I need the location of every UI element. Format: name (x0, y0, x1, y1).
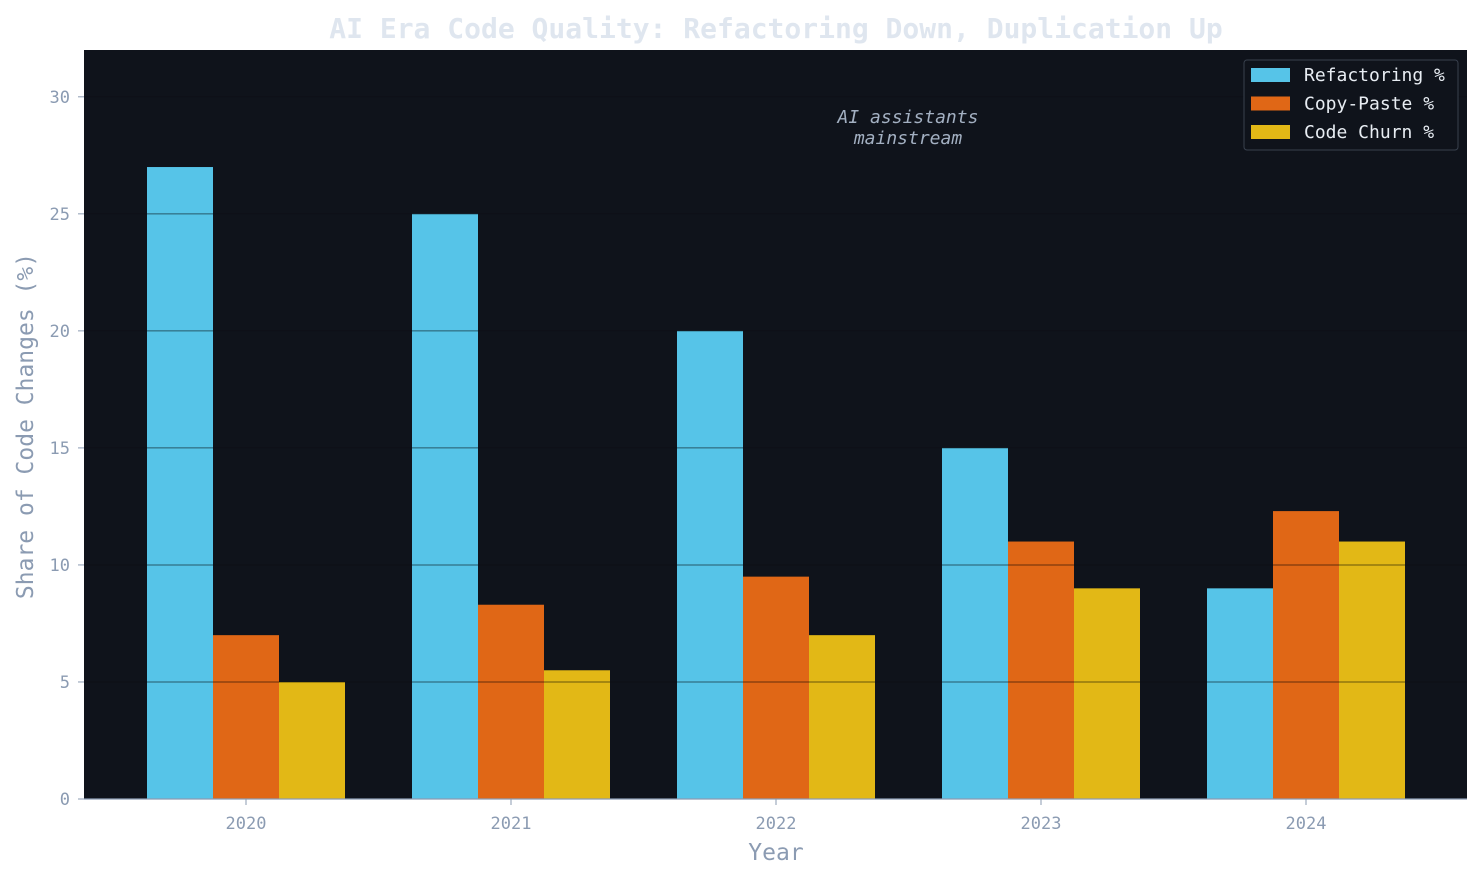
bar-2024-copy-paste (1273, 511, 1339, 799)
bar-2024-code (1339, 541, 1405, 799)
bar-2022-copy-paste (743, 576, 809, 799)
y-tick-label: 0 (60, 790, 70, 810)
annotation: AI assistants mainstream (837, 107, 979, 149)
y-tick-label: 20 (50, 322, 70, 342)
x-axis-label: Year (748, 840, 803, 866)
gridlines-overlay (84, 96, 1467, 683)
bars (147, 167, 1405, 799)
legend-label: Copy-Paste % (1304, 94, 1434, 115)
legend: Refactoring % Copy-Paste % Code Churn % (1243, 59, 1459, 151)
legend-box (1243, 59, 1459, 151)
x-tick-label: 2020 (226, 814, 267, 834)
x-tick-label: 2022 (756, 814, 797, 834)
bar-2023-refactoring (942, 447, 1008, 799)
bar-2020-code (279, 681, 345, 799)
legend-swatch (1251, 125, 1290, 139)
bar-2020-refactoring (147, 167, 213, 799)
bar-2023-copy-paste (1008, 541, 1074, 799)
y-tick-label: 10 (50, 556, 70, 576)
y-tick-label: 30 (50, 88, 70, 108)
legend-label: Code Churn % (1304, 122, 1434, 143)
bar-2022-code (809, 635, 875, 799)
y-axis-ticks: 0 5 10 15 20 25 30 (50, 88, 84, 810)
x-tick-label: 2023 (1021, 814, 1062, 834)
bar-2023-code (1074, 588, 1140, 799)
y-axis-label: Share of Code Changes (%) (13, 253, 39, 599)
chart-title: AI Era Code Quality: Refactoring Down, D… (329, 12, 1222, 45)
bar-2020-copy-paste (213, 635, 279, 799)
legend-swatch (1251, 96, 1290, 111)
legend-swatch (1251, 68, 1290, 82)
annotation-line-2: mainstream (853, 128, 963, 149)
bar-2024-refactoring (1207, 588, 1273, 799)
bar-2021-code (544, 670, 610, 799)
annotation-line-1: AI assistants (837, 107, 979, 128)
x-axis-ticks: 2020 2021 2022 2023 2024 (226, 799, 1327, 834)
bar-2021-refactoring (412, 213, 478, 799)
legend-label: Refactoring % (1304, 65, 1445, 86)
y-tick-label: 15 (50, 439, 70, 459)
y-tick-label: 5 (60, 673, 70, 693)
x-tick-label: 2024 (1286, 814, 1327, 834)
y-tick-label: 25 (50, 205, 70, 225)
x-tick-label: 2021 (491, 814, 532, 834)
bar-2021-copy-paste (478, 604, 544, 799)
